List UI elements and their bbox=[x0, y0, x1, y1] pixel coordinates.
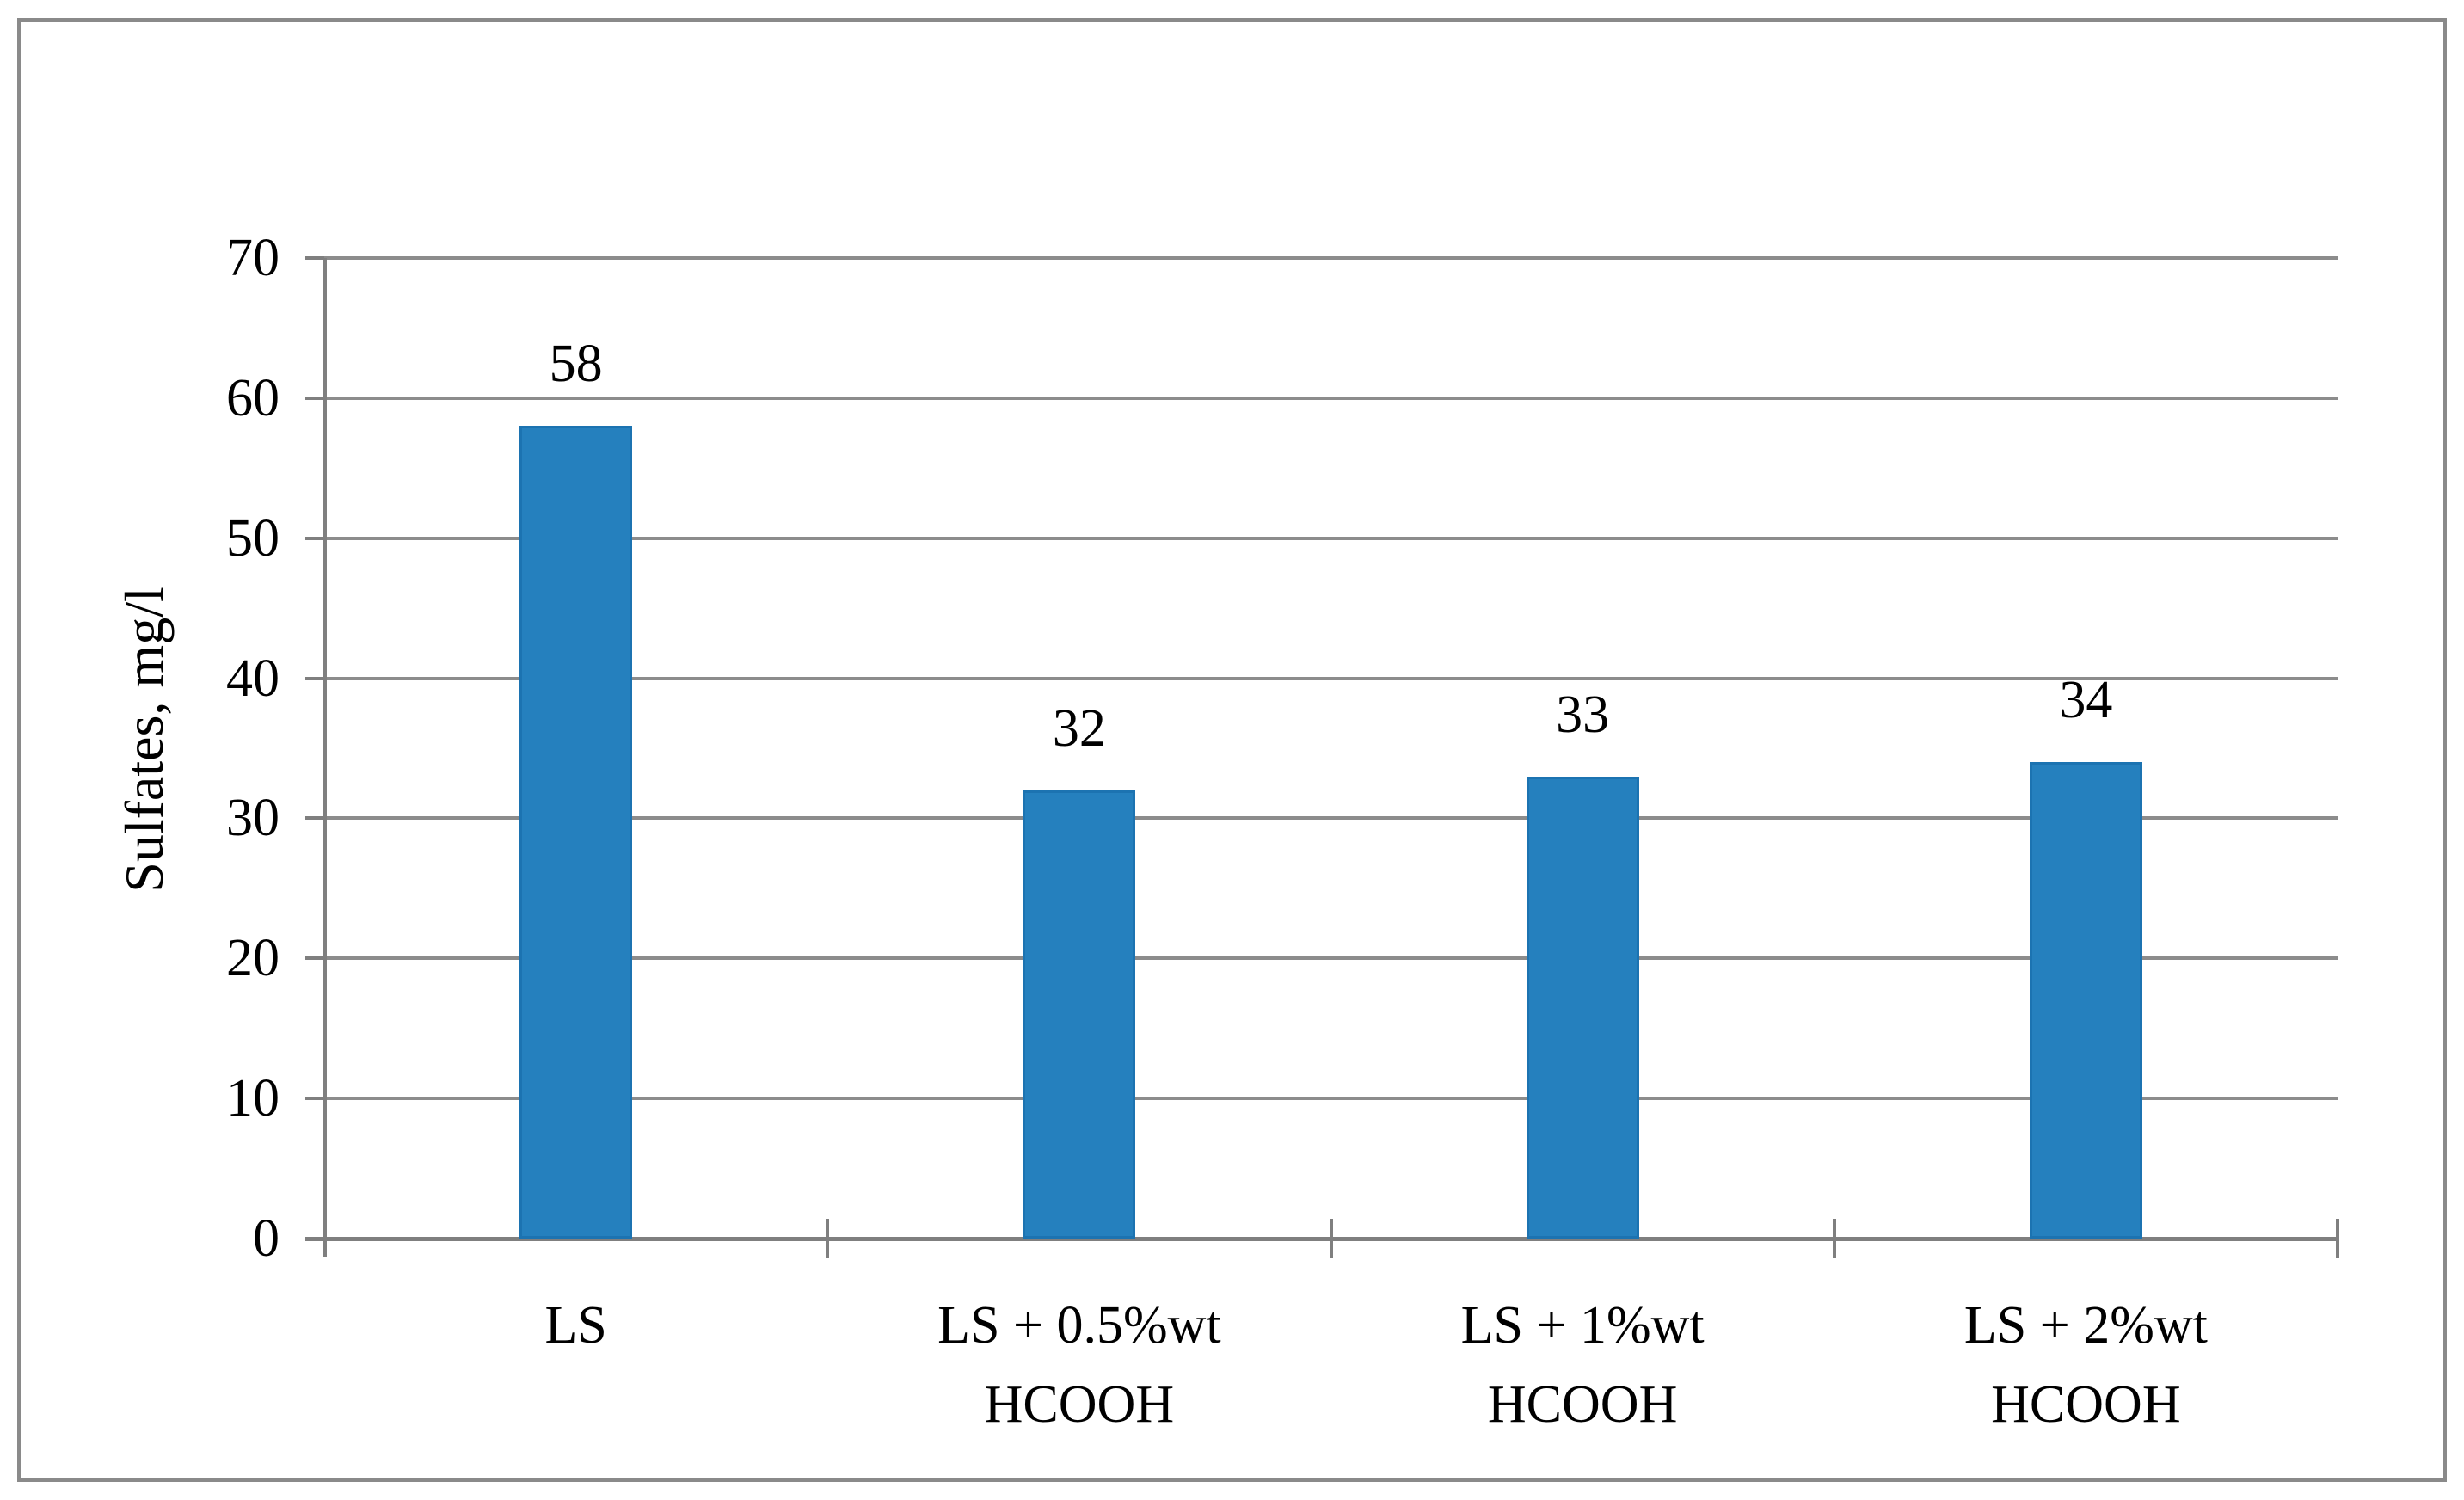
bar-2 bbox=[1023, 790, 1136, 1239]
y-axis-tick-50 bbox=[305, 536, 324, 540]
gridline-20 bbox=[324, 956, 2338, 961]
y-axis-tick-40 bbox=[305, 676, 324, 680]
x-axis-line bbox=[305, 1237, 2338, 1241]
bar-value-label-2: 32 bbox=[1052, 698, 1106, 758]
gridline-60 bbox=[324, 396, 2338, 400]
gridline-10 bbox=[324, 1097, 2338, 1101]
y-axis-tick-60 bbox=[305, 396, 324, 400]
y-axis-tick-30 bbox=[305, 816, 324, 821]
y-tick-label-0: 0 bbox=[253, 1209, 280, 1268]
bar-4 bbox=[2029, 762, 2142, 1239]
gridline-50 bbox=[324, 536, 2338, 540]
chart-outer-border bbox=[17, 18, 2447, 1482]
gridline-40 bbox=[324, 676, 2338, 680]
x-category-label-1: LS bbox=[544, 1296, 607, 1355]
y-axis-tick-20 bbox=[305, 956, 324, 961]
gridline-30 bbox=[324, 816, 2338, 821]
y-axis-title: Sulfates, mg/l bbox=[114, 587, 175, 893]
bar-1 bbox=[519, 426, 633, 1239]
x-axis-tick-1 bbox=[826, 1219, 830, 1258]
y-axis-tick-70 bbox=[305, 256, 324, 260]
y-tick-label-10: 10 bbox=[226, 1069, 280, 1128]
x-axis-tick-3 bbox=[1832, 1219, 1836, 1258]
bar-value-label-1: 58 bbox=[549, 335, 603, 394]
y-tick-label-30: 30 bbox=[226, 789, 280, 848]
y-axis-line bbox=[323, 258, 327, 1257]
gridline-70 bbox=[324, 256, 2338, 260]
y-tick-label-60: 60 bbox=[226, 368, 280, 427]
y-tick-label-40: 40 bbox=[226, 649, 280, 708]
x-category-label-3: LS + 1%wt HCOOH bbox=[1460, 1296, 1705, 1434]
y-tick-label-20: 20 bbox=[226, 929, 280, 988]
bar-value-label-4: 34 bbox=[2059, 671, 2113, 730]
bar-value-label-3: 33 bbox=[1556, 685, 1610, 744]
x-category-label-2: LS + 0.5%wt HCOOH bbox=[937, 1296, 1221, 1434]
x-axis-tick-4 bbox=[2336, 1219, 2339, 1258]
y-tick-label-70: 70 bbox=[226, 229, 280, 287]
x-axis-tick-2 bbox=[1329, 1219, 1333, 1258]
x-category-label-4: LS + 2%wt HCOOH bbox=[1963, 1296, 2208, 1434]
y-tick-label-50: 50 bbox=[226, 508, 280, 568]
y-axis-tick-10 bbox=[305, 1097, 324, 1101]
bar-3 bbox=[1526, 776, 1639, 1239]
